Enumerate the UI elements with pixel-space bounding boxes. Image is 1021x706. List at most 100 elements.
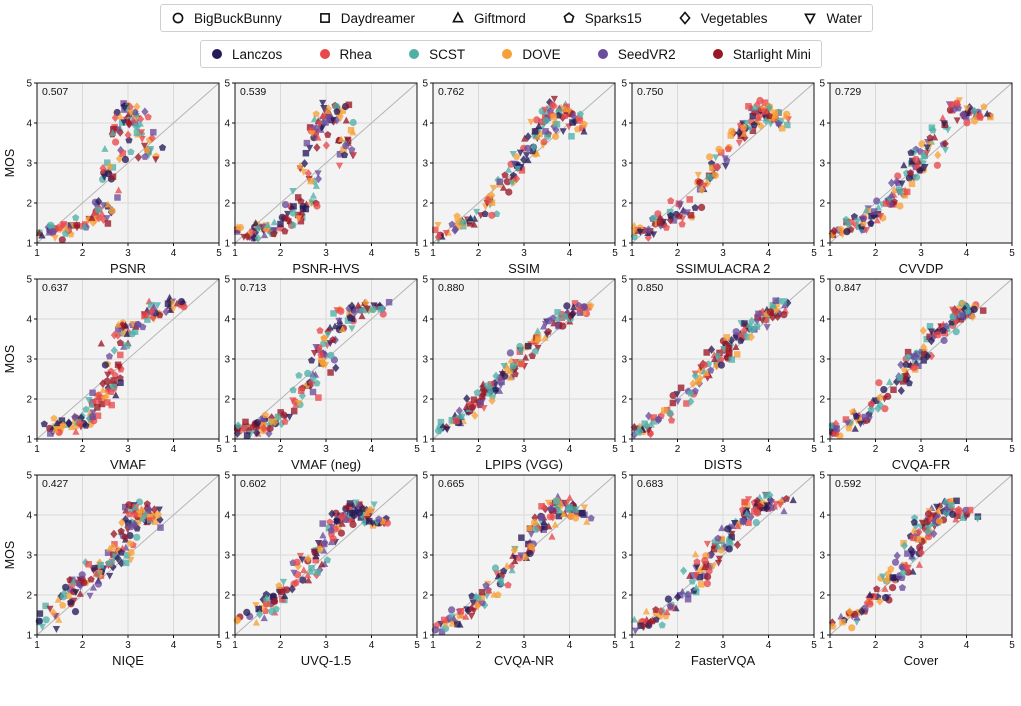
data-point [636,427,644,436]
data-point [351,307,359,317]
data-point [508,180,516,188]
data-point [763,324,771,331]
data-point [918,519,926,527]
data-point [952,308,960,317]
data-point [453,417,460,425]
data-point [555,512,563,520]
data-point [468,403,476,411]
data-point [322,141,330,150]
data-point [637,622,644,629]
data-point [308,378,316,388]
data-point [952,319,960,327]
data-point [125,136,133,144]
x-tick-label: 3 [125,444,131,455]
data-point [144,152,153,160]
points [630,490,797,635]
data-point [511,557,519,565]
data-point [284,210,292,218]
data-point [890,186,898,193]
data-point [782,495,790,502]
legend-label: SeedVR2 [617,46,676,62]
x-axis-label: UVQ-1.5 [301,653,352,668]
x-tick-label: 2 [278,248,284,259]
data-point [121,503,129,511]
data-point [474,601,482,611]
points [35,498,164,633]
data-point [319,531,327,539]
data-point [899,569,907,577]
data-point [915,362,922,370]
data-point [576,309,584,316]
x-tick-label: 3 [720,640,726,651]
data-point [766,490,774,500]
data-point [694,378,702,386]
panel-vmaf: 1 2 3 4 5 1 2 3 4 5 0.637 VMAF MOS [3,275,222,473]
data-point [949,314,957,321]
data-point [920,357,927,364]
data-point [897,360,905,370]
data-point [470,396,478,403]
data-point [146,517,154,525]
x-tick-label: 4 [567,444,573,455]
data-point [89,409,97,417]
data-point [751,103,759,111]
data-point [524,342,532,350]
x-tick-label: 3 [125,640,131,651]
x-tick-label: 2 [80,640,86,651]
data-point [333,307,341,315]
data-point [959,110,967,118]
data-point [350,152,358,160]
y-tick-label: 3 [224,355,230,366]
y-tick-label: 4 [224,119,230,130]
data-point [249,228,256,236]
data-point [853,618,861,626]
data-point [701,556,709,565]
data-point [666,602,674,610]
data-point [453,620,461,628]
correlation-label: 0.880 [438,282,464,294]
data-point [942,322,950,330]
data-point [948,502,955,509]
data-point [773,300,780,308]
data-point [875,379,883,387]
data-point [670,217,677,224]
data-point [295,215,303,223]
data-point [110,126,117,133]
points [431,492,595,636]
y-tick-label: 5 [819,275,825,286]
correlation-label: 0.539 [240,86,266,98]
x-axis-label: VMAF [110,457,146,472]
data-point [714,353,722,360]
data-point [134,320,142,329]
data-point [721,155,729,163]
data-point [463,606,471,614]
data-point [536,130,543,138]
identity-line [36,82,220,244]
data-point [912,155,920,163]
data-point [970,117,979,125]
legend-label: Lanczos [232,46,283,62]
data-point [109,382,117,390]
data-point [959,301,967,309]
data-point [524,132,532,141]
data-point [133,533,141,541]
data-point [286,413,294,421]
data-point [735,139,743,147]
data-point [506,373,514,381]
data-point [724,525,732,533]
data-point [518,534,525,541]
y-tick-label: 3 [621,551,627,562]
data-point [492,385,500,393]
y-tick-label: 2 [819,395,825,406]
y-tick-label: 5 [224,471,230,482]
x-tick-label: 3 [918,640,924,651]
data-point [497,576,505,584]
data-point [324,131,332,138]
data-point [754,314,761,321]
data-point [297,387,305,394]
y-tick-label: 1 [621,435,627,446]
data-point [342,142,350,150]
data-point [434,222,442,229]
x-tick-label: 2 [873,248,879,259]
data-point [514,162,521,169]
